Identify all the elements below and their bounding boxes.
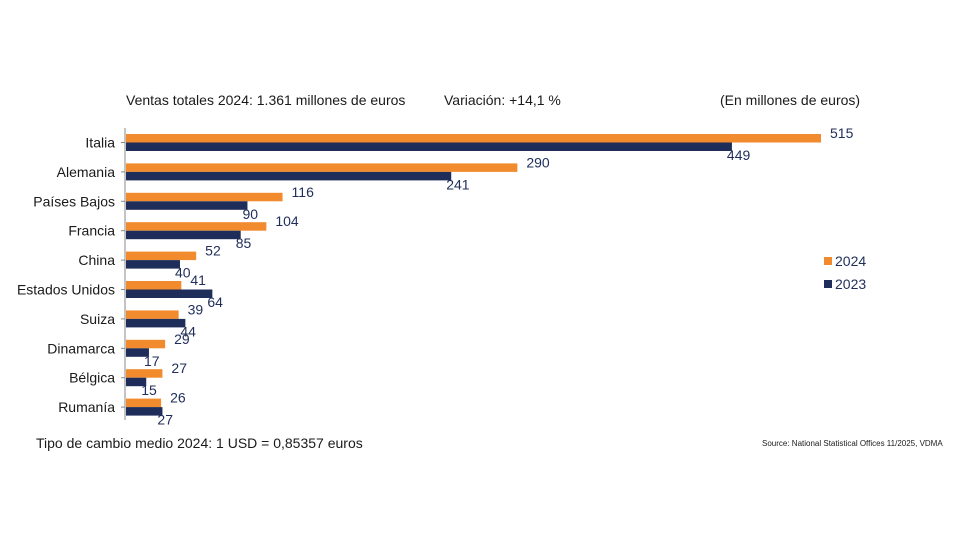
bar-2023-suiza bbox=[126, 318, 186, 328]
value-label-2024-suiza: 39 bbox=[188, 301, 204, 317]
category-label-italia: Italia bbox=[85, 135, 115, 151]
bar-2023-dinamarca bbox=[126, 348, 149, 357]
bar-2024-italia bbox=[126, 134, 821, 143]
value-label-2023-italia: 449 bbox=[727, 147, 751, 163]
category-label-francia: Francia bbox=[68, 223, 115, 239]
bar-2023-rumania bbox=[126, 407, 163, 416]
value-label-2023-rumania: 27 bbox=[157, 412, 173, 428]
category-label-belgica: Bélgica bbox=[69, 370, 115, 386]
value-label-2023-francia: 85 bbox=[236, 235, 252, 251]
bar-2024-suiza bbox=[126, 310, 179, 319]
bar-2023-paises-bajos bbox=[126, 201, 248, 210]
category-label-dinamarca: Dinamarca bbox=[47, 340, 115, 356]
value-label-2024-belgica: 27 bbox=[171, 360, 187, 376]
category-label-estados-unidos: Estados Unidos bbox=[17, 282, 115, 298]
value-label-2024-italia: 515 bbox=[830, 125, 854, 141]
legend-swatch-2024 bbox=[824, 257, 832, 265]
bar-2023-francia bbox=[126, 230, 241, 240]
category-label-alemania: Alemania bbox=[57, 164, 116, 180]
bar-2024-china bbox=[126, 251, 197, 261]
category-label-rumania: Rumanía bbox=[58, 399, 115, 415]
value-label-2023-dinamarca: 17 bbox=[144, 353, 160, 369]
bar-2023-estados-unidos bbox=[126, 289, 213, 298]
value-label-2024-rumania: 26 bbox=[170, 390, 186, 406]
value-label-2024-alemania: 290 bbox=[526, 154, 550, 170]
value-label-2023-estados-unidos: 64 bbox=[207, 294, 223, 310]
value-label-2024-francia: 104 bbox=[275, 213, 299, 229]
source-note: Source: National Statistical Offices 11/… bbox=[762, 439, 943, 448]
bar-2024-estados-unidos bbox=[126, 281, 182, 290]
total-sales-note: Ventas totales 2024: 1.361 millones de e… bbox=[126, 92, 406, 108]
bar-2024-francia bbox=[126, 222, 267, 231]
legend-label-2023: 2023 bbox=[835, 276, 866, 292]
variation-note: Variación: +14,1 % bbox=[444, 92, 561, 108]
bar-2024-alemania bbox=[126, 163, 518, 172]
category-label-paises-bajos: Países Bajos bbox=[33, 193, 115, 209]
bar-2024-paises-bajos bbox=[126, 192, 283, 202]
value-label-2023-belgica: 15 bbox=[141, 382, 157, 398]
value-label-2024-estados-unidos: 41 bbox=[190, 272, 206, 288]
bar-2023-china bbox=[126, 260, 180, 269]
bar-2023-belgica bbox=[126, 377, 147, 387]
category-label-suiza: Suiza bbox=[80, 311, 115, 327]
category-label-china: China bbox=[78, 252, 115, 268]
bar-2023-alemania bbox=[126, 171, 452, 181]
bar-2024-belgica bbox=[126, 369, 163, 378]
value-label-2023-alemania: 241 bbox=[446, 176, 470, 192]
value-label-2024-paises-bajos: 116 bbox=[292, 184, 315, 200]
bar-2024-rumania bbox=[126, 398, 162, 408]
value-label-2023-suiza: 44 bbox=[180, 323, 196, 339]
exchange-rate-note: Tipo de cambio medio 2024: 1 USD = 0,853… bbox=[36, 435, 363, 451]
bar-2024-dinamarca bbox=[126, 339, 166, 349]
value-label-2024-dinamarca: 29 bbox=[174, 331, 190, 347]
value-label-2024-china: 52 bbox=[205, 243, 221, 259]
bar-2023-italia bbox=[126, 142, 732, 151]
unit-note: (En millones de euros) bbox=[720, 92, 861, 108]
legend-swatch-2023 bbox=[824, 280, 832, 288]
value-label-2023-china: 40 bbox=[175, 265, 191, 281]
value-label-2023-paises-bajos: 90 bbox=[242, 206, 258, 222]
legend-label-2024: 2024 bbox=[835, 253, 866, 269]
